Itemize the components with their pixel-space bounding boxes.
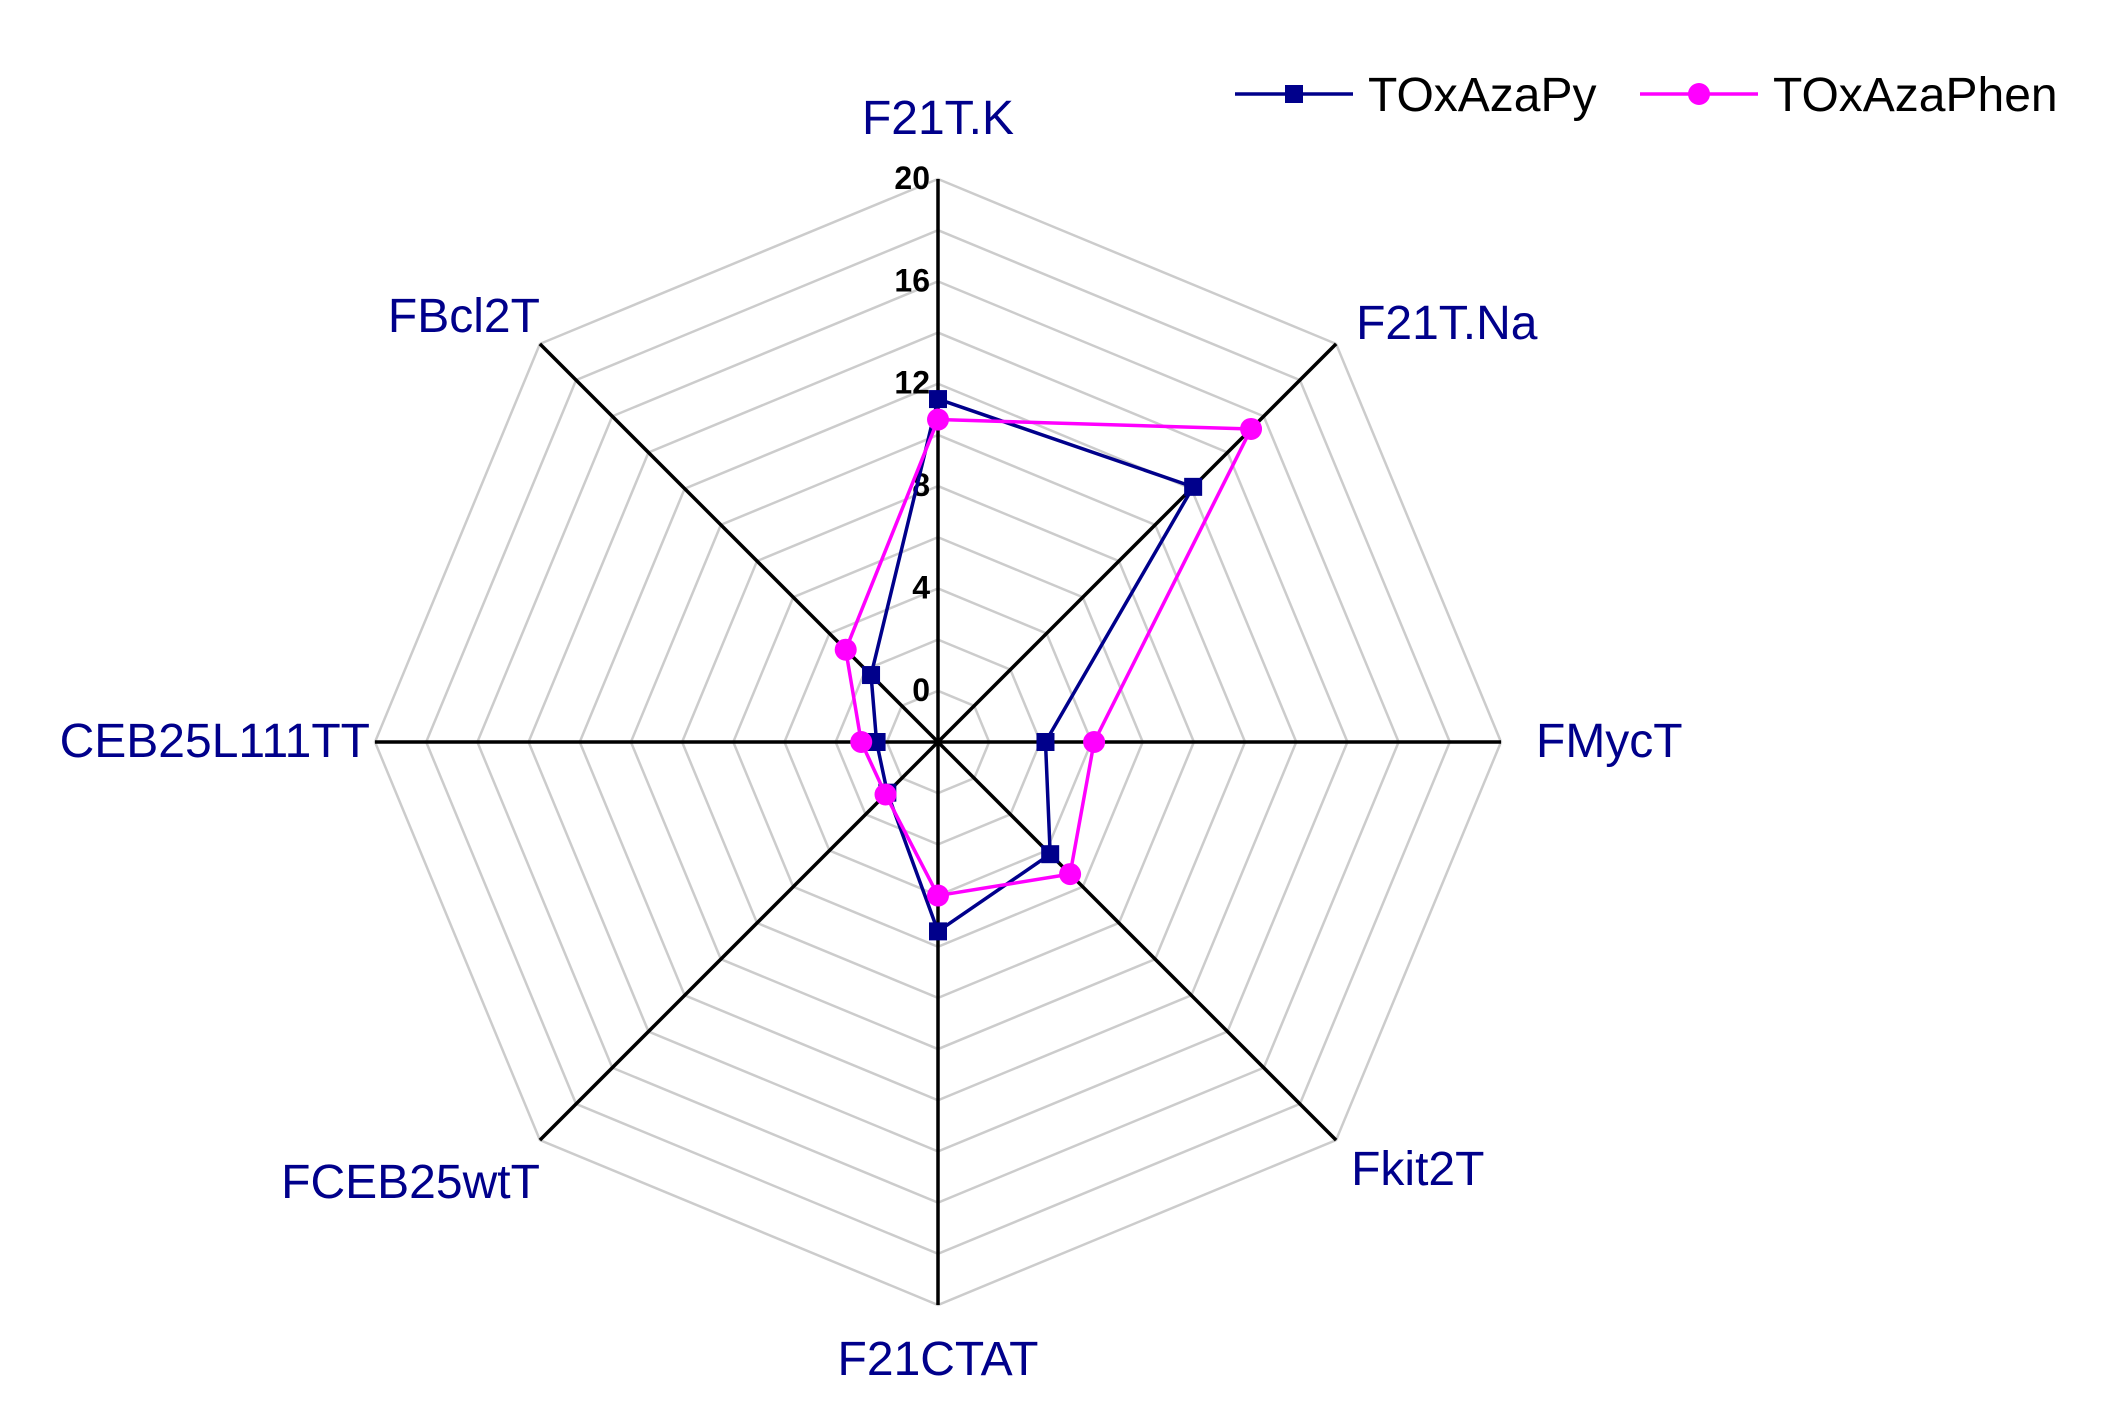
data-point-square — [929, 922, 947, 941]
axis-spoke — [936, 342, 1338, 744]
tick-label: 20 — [894, 160, 930, 196]
series-TOxAzaPhen — [834, 408, 1263, 907]
data-point-circle — [834, 638, 857, 661]
data-point-circle — [1059, 863, 1082, 886]
series-line — [869, 397, 1195, 934]
tick-label: 12 — [894, 365, 930, 401]
legend-item: TOxAzaPhen — [1640, 69, 2058, 122]
axis-spoke — [538, 740, 940, 1142]
data-point-circle — [1240, 417, 1263, 440]
tick-label: 16 — [894, 262, 930, 298]
data-point-square — [1184, 477, 1203, 496]
series-layer — [834, 390, 1263, 941]
legend-label: TOxAzaPhen — [1773, 69, 2058, 122]
tick-label: 0 — [912, 672, 930, 708]
category-label: CEB25L111TT — [60, 715, 370, 768]
category-label: Fkit2T — [1351, 1143, 1484, 1196]
axis-spoke — [936, 740, 1338, 1142]
category-label: FBcl2T — [388, 290, 540, 343]
data-point-square — [862, 666, 881, 685]
category-label: F21T.K — [862, 92, 1014, 145]
legend-marker-circle — [1688, 83, 1710, 105]
category-label: FCEB25wtT — [281, 1156, 540, 1209]
category-label: F21T.Na — [1356, 297, 1538, 350]
axis-layer — [375, 179, 1501, 1305]
legend-item: TOxAzaPy — [1235, 69, 1597, 122]
data-point-circle — [1083, 731, 1106, 753]
data-point-square — [1041, 845, 1060, 864]
legend: TOxAzaPy TOxAzaPhen — [1235, 69, 2058, 122]
tick-label: 4 — [912, 569, 930, 605]
category-label: F21CTAT — [838, 1333, 1039, 1386]
data-point-square — [1036, 733, 1055, 751]
data-point-square — [867, 733, 886, 751]
data-point-circle — [927, 884, 949, 907]
category-label: FMycT — [1536, 715, 1683, 768]
data-point-circle — [874, 783, 897, 806]
category-labels: F21T.K F21T.Na FMycT Fkit2T F21CTAT FCEB25wtT… — [60, 92, 1683, 1386]
legend-marker-square — [1285, 85, 1303, 103]
legend-label: TOxAzaPy — [1368, 69, 1597, 122]
data-point-circle — [927, 408, 949, 431]
data-point-circle — [850, 731, 873, 753]
data-point-square — [929, 390, 947, 409]
